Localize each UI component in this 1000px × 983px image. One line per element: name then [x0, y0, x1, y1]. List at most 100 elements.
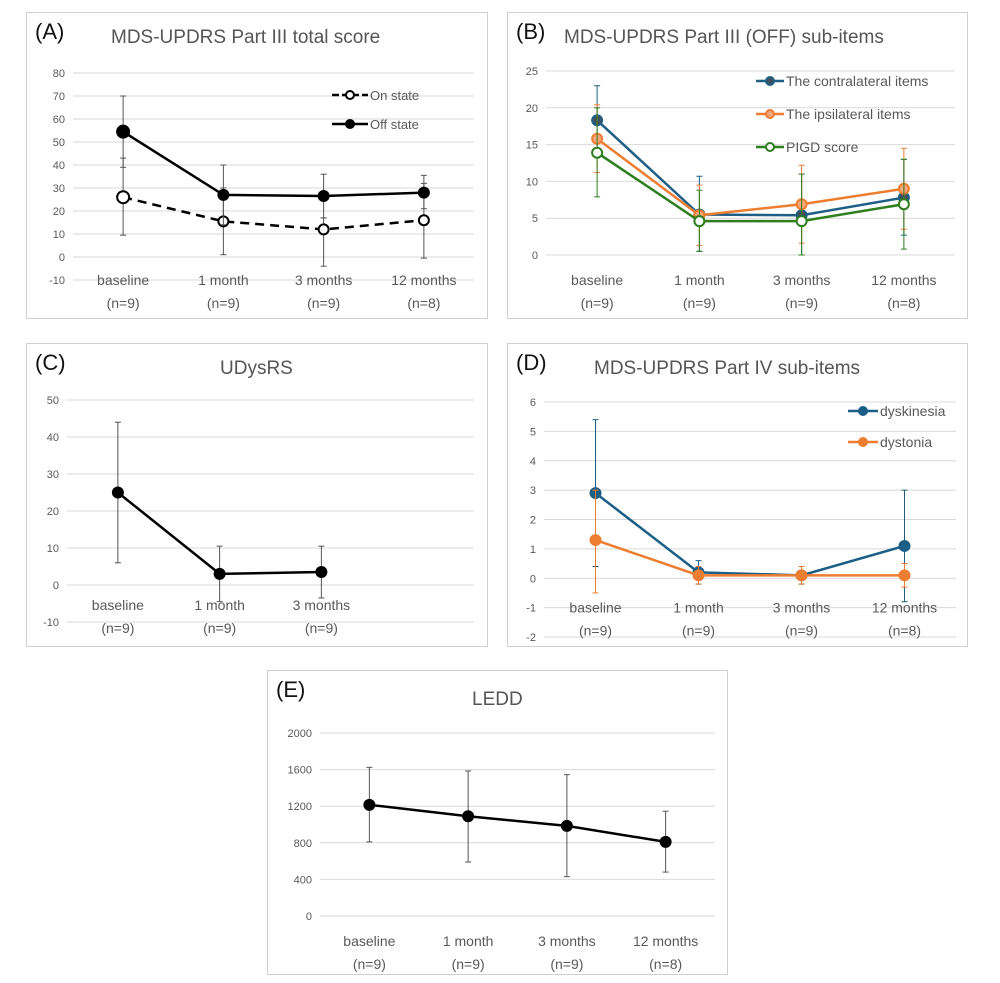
- y-tick-label: 10: [53, 229, 65, 241]
- x-category-n: (n=9): [581, 295, 614, 311]
- y-tick-label: 40: [53, 160, 65, 172]
- x-category-label: 12 months: [872, 600, 937, 616]
- y-tick-label: 5: [532, 213, 538, 225]
- y-tick-label: 0: [306, 911, 312, 923]
- series-line: [122, 195, 424, 231]
- x-category-n: (n=8): [407, 295, 440, 311]
- y-tick-label: -2: [526, 632, 536, 644]
- x-category-label: baseline: [343, 933, 395, 949]
- legend-marker: [345, 119, 355, 129]
- y-tick-label: 1600: [288, 765, 312, 777]
- data-point: [417, 214, 430, 227]
- x-category-label: 1 month: [194, 597, 245, 613]
- panel-label: (C): [35, 350, 66, 375]
- panel-label: (A): [35, 19, 65, 44]
- y-tick-label: 80: [53, 68, 65, 80]
- y-tick-label: 6: [530, 397, 536, 409]
- legend-label: The contralateral items: [786, 73, 928, 89]
- y-tick-label: -10: [49, 275, 65, 287]
- y-tick-label: 0: [530, 573, 536, 585]
- x-category-n: (n=9): [203, 620, 236, 636]
- x-category-label: 1 month: [443, 933, 494, 949]
- panel-label: (D): [516, 350, 547, 375]
- data-point: [659, 835, 672, 848]
- legend-label: PIGD score: [786, 139, 859, 155]
- panel-c-udysrs: (C) UDysRS -10 0 10 20 30 40 50 baseline (n=9) 1 …: [26, 343, 488, 647]
- x-category-n: (n=8): [649, 956, 682, 972]
- x-category-n: (n=9): [785, 623, 818, 639]
- panel-d-updrs-part4-subitems: (D) MDS-UPDRS Part IV sub-items -2 -1 0 1 2 3…: [507, 343, 968, 647]
- legend-marker: [765, 76, 775, 86]
- x-category-label: baseline: [569, 600, 621, 616]
- legend-marker: [765, 109, 775, 119]
- data-point: [795, 569, 808, 582]
- x-category-label: 1 month: [198, 272, 249, 288]
- x-category-label: 1 month: [673, 600, 724, 616]
- y-tick-label: 1: [530, 544, 536, 556]
- y-tick-label: 20: [526, 103, 538, 115]
- data-point: [417, 186, 430, 199]
- legend-label: dyskinesia: [880, 403, 946, 419]
- x-category-label: 3 months: [773, 600, 831, 616]
- legend-marker: [345, 90, 355, 100]
- y-tick-label: 30: [47, 469, 59, 481]
- x-category-label: 3 months: [773, 272, 831, 288]
- x-category-label: 12 months: [633, 933, 698, 949]
- y-tick-label: 50: [47, 395, 59, 407]
- y-tick-label: 40: [47, 432, 59, 444]
- data-point: [217, 188, 230, 201]
- y-tick-label: 0: [53, 580, 59, 592]
- y-tick-label: 4: [530, 456, 536, 468]
- chart-title: MDS-UPDRS Part IV sub-items: [594, 358, 861, 379]
- chart-title: MDS-UPDRS Part III total score: [111, 27, 381, 48]
- panel-label: (B): [516, 19, 546, 44]
- chart-plot: -10 0 10 20 30 40 50 60 70 80 baseline (n=9) 1 month…: [49, 68, 474, 311]
- x-category-n: (n=9): [452, 956, 485, 972]
- data-point: [315, 566, 328, 579]
- legend-marker: [858, 437, 868, 447]
- x-category-n: (n=8): [887, 295, 920, 311]
- x-category-label: baseline: [571, 272, 623, 288]
- y-tick-label: 0: [59, 252, 65, 264]
- data-point: [795, 215, 808, 228]
- x-category-label: 12 months: [391, 272, 456, 288]
- y-tick-label: 0: [532, 250, 538, 262]
- y-tick-label: 10: [47, 543, 59, 555]
- y-tick-label: 25: [526, 66, 538, 78]
- x-category-n: (n=9): [207, 295, 240, 311]
- y-tick-label: 1200: [288, 801, 312, 813]
- x-category-n: (n=9): [107, 295, 140, 311]
- x-category-n: (n=8): [888, 623, 921, 639]
- data-point: [116, 190, 131, 205]
- panel-a-updrs-part3-total: (A) MDS-UPDRS Part III total score -10 0 1…: [26, 12, 488, 319]
- y-tick-label: 15: [526, 140, 538, 152]
- data-point: [116, 124, 131, 139]
- x-category-label: 3 months: [295, 272, 353, 288]
- x-category-n: (n=9): [683, 295, 716, 311]
- chart-title: MDS-UPDRS Part III (OFF) sub-items: [564, 27, 884, 48]
- x-category-n: (n=9): [785, 295, 818, 311]
- series-line: [596, 151, 905, 223]
- y-tick-label: 2000: [288, 728, 312, 740]
- data-point: [111, 486, 124, 499]
- chart-plot: -10 0 10 20 30 40 50 baseline (n=9) 1 month (n=9) 3…: [43, 395, 474, 636]
- data-point: [898, 539, 911, 552]
- data-point: [560, 819, 573, 832]
- y-tick-label: 400: [294, 874, 312, 886]
- data-point: [591, 146, 604, 159]
- x-category-n: (n=9): [579, 623, 612, 639]
- y-tick-label: 20: [53, 206, 65, 218]
- x-category-n: (n=9): [101, 620, 134, 636]
- data-point: [693, 215, 706, 228]
- y-tick-label: 20: [47, 506, 59, 518]
- series-line: [595, 538, 905, 577]
- chart-plot: 0 400 800 1200 1600 2000 baseline (n=9) 1 month (…: [288, 728, 715, 972]
- x-category-n: (n=9): [305, 620, 338, 636]
- chart-plot: -2 -1 0 1 2 3 4 5 6 baseline (n=9) 1 month (n=9) 3 mo…: [526, 397, 956, 644]
- legend-label: The ipsilateral items: [786, 106, 911, 122]
- y-tick-label: 800: [294, 838, 312, 850]
- data-point: [692, 569, 705, 582]
- chart-title: UDysRS: [220, 358, 293, 379]
- chart-plot: 0 5 10 15 20 25 baseline (n=9) 1 month (n=9) 3 mon…: [526, 66, 955, 311]
- y-tick-label: 5: [530, 426, 536, 438]
